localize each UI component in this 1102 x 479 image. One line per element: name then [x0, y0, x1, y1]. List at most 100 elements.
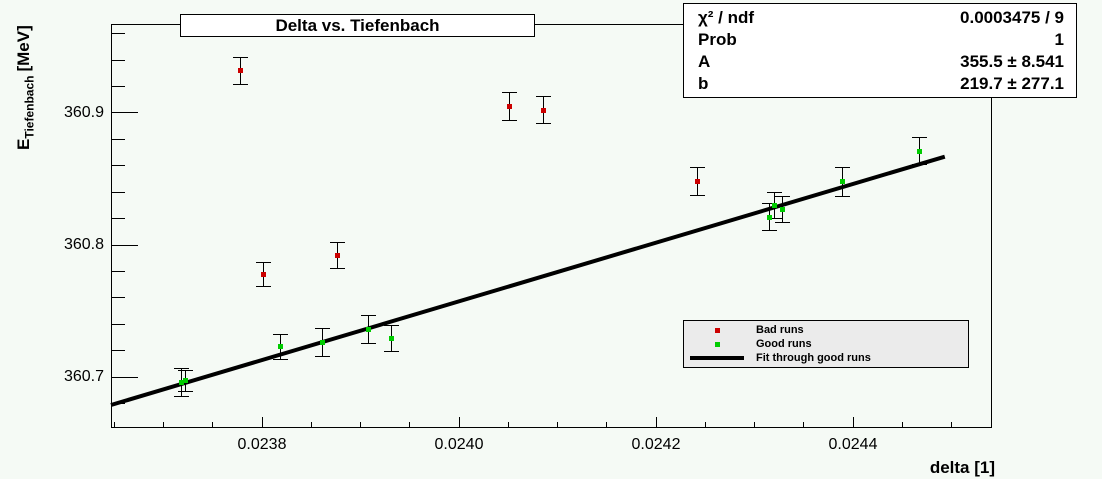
y-minor-tick	[112, 59, 125, 61]
plot-frame	[111, 24, 992, 428]
error-bar-cap	[330, 268, 346, 269]
error-bar-cap	[273, 358, 289, 360]
x-major-tick	[458, 417, 460, 427]
y-minor-tick	[112, 323, 125, 325]
x-minor-tick	[951, 422, 953, 427]
legend-label: Bad runs	[756, 324, 804, 336]
x-tick-label: 0.0244	[828, 436, 878, 453]
x-minor-tick	[310, 422, 312, 427]
stats-label: χ² / ndf	[698, 7, 755, 27]
y-major-tick	[112, 244, 138, 246]
x-minor-tick	[704, 422, 706, 427]
error-bar-cap	[173, 395, 189, 397]
x-tick-label: 0.0242	[631, 436, 681, 453]
x-minor-tick	[409, 422, 411, 427]
x-tick-label: 0.0238	[237, 436, 287, 453]
data-point-good-runs	[388, 336, 394, 342]
error-bar-cap	[501, 91, 517, 93]
error-bar-cap	[330, 242, 346, 244]
error-bar-cap	[232, 56, 248, 58]
stats-value: 1	[1054, 29, 1064, 49]
legend-item: Good runs	[684, 337, 968, 351]
y-axis-title: ETiefenbach [MeV]	[14, 25, 36, 150]
legend-marker-cell	[684, 356, 750, 360]
x-minor-tick	[507, 422, 509, 427]
error-bar-cap	[177, 390, 193, 392]
chart-title-box: Delta vs. Tiefenbach	[180, 14, 535, 37]
y-minor-tick	[112, 165, 125, 167]
y-minor-tick	[112, 86, 125, 88]
y-major-tick	[112, 112, 138, 114]
data-point-bad-runs	[506, 103, 512, 109]
error-bar-cap	[911, 137, 927, 139]
error-bar-cap	[761, 230, 777, 232]
x-minor-tick	[557, 422, 558, 427]
y-minor-tick	[112, 297, 125, 299]
error-bar-cap	[834, 166, 850, 168]
error-bar-cap	[689, 167, 705, 169]
error-bar-cap	[536, 96, 552, 98]
y-tick-label: 360.9	[63, 103, 104, 121]
error-bar-cap	[314, 356, 330, 358]
y-minor-tick	[112, 33, 125, 35]
x-major-tick	[852, 417, 854, 427]
legend-label: Fit through good runs	[756, 352, 871, 364]
legend-item: Bad runs	[684, 323, 968, 337]
y-tick-label: 360.7	[63, 368, 104, 386]
legend-marker-square	[714, 327, 720, 333]
legend-marker-square	[714, 341, 720, 347]
error-bar-cap	[383, 351, 399, 353]
y-minor-tick	[112, 138, 125, 140]
error-bar-cap	[256, 285, 272, 287]
y-minor-tick	[112, 191, 125, 193]
x-minor-tick	[113, 422, 115, 427]
y-axis-title-units: [MeV]	[14, 25, 33, 72]
stats-value: 0.0003475 / 9	[960, 7, 1064, 27]
data-point-good-runs	[771, 202, 777, 208]
error-bar-cap	[232, 83, 248, 85]
error-bar-cap	[360, 343, 376, 344]
stats-label: A	[698, 52, 711, 72]
error-bar-cap	[360, 315, 376, 316]
data-point-good-runs	[278, 344, 284, 350]
stats-row: χ² / ndf 0.0003475 / 9	[684, 7, 1076, 28]
error-bar-cap	[177, 370, 193, 372]
stats-value: 355.5 ± 8.541	[960, 52, 1064, 72]
data-point-bad-runs	[541, 107, 547, 113]
x-minor-tick	[212, 422, 214, 427]
y-tick-label: 360.8	[63, 236, 104, 253]
x-major-tick	[261, 417, 263, 427]
stats-value: 219.7 ± 277.1	[960, 74, 1064, 94]
data-point-good-runs	[182, 378, 188, 384]
legend-item: Fit through good runs	[684, 351, 968, 365]
y-minor-tick	[112, 350, 125, 352]
error-bar-cap	[501, 119, 517, 121]
legend-box: Bad runs Good runs Fit through good runs	[683, 320, 969, 368]
x-major-tick	[655, 417, 657, 427]
y-axis-title-sub: Tiefenbach	[22, 75, 37, 139]
x-minor-tick	[360, 422, 361, 427]
legend-marker-line	[690, 356, 744, 360]
x-minor-tick	[163, 422, 164, 427]
data-point-good-runs	[178, 379, 184, 385]
data-point-bad-runs	[261, 271, 267, 277]
stats-label: b	[698, 74, 709, 94]
error-bar-cap	[761, 203, 777, 205]
x-minor-tick	[803, 422, 805, 427]
x-tick-label: 0.0240	[434, 436, 484, 453]
error-bar-cap	[774, 195, 790, 197]
x-minor-tick	[754, 422, 755, 427]
stats-row: b 219.7 ± 277.1	[684, 73, 1076, 94]
error-bar-cap	[383, 325, 399, 327]
legend-label: Good runs	[756, 338, 812, 350]
data-point-bad-runs	[237, 68, 243, 74]
stats-row: A 355.5 ± 8.541	[684, 51, 1076, 72]
legend-marker-cell	[684, 327, 750, 333]
error-bar-cap	[834, 195, 850, 197]
data-point-good-runs	[839, 179, 845, 185]
error-bar-cap	[256, 261, 272, 263]
y-minor-tick	[112, 218, 125, 220]
error-bar-cap	[173, 367, 189, 369]
error-bar-cap	[766, 217, 782, 219]
